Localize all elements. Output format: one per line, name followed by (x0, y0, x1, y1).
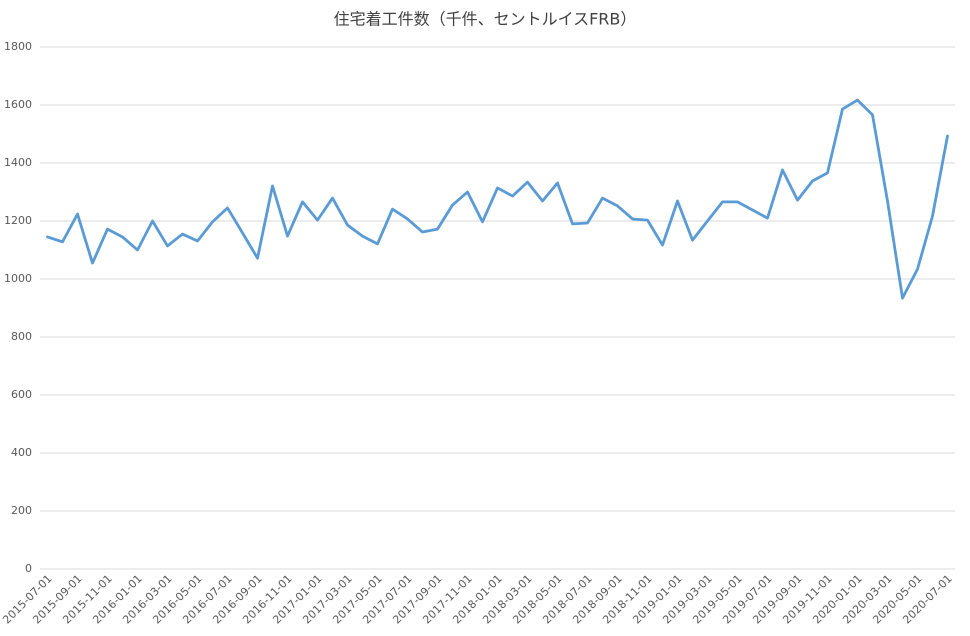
y-tick-label: 1000 (4, 272, 32, 285)
y-tick-label: 1400 (4, 156, 32, 169)
y-tick-label: 1200 (4, 214, 32, 227)
y-tick-label: 1600 (4, 98, 32, 111)
y-tick-label: 600 (11, 388, 32, 401)
y-tick-label: 200 (11, 504, 32, 517)
data-line (46, 98, 949, 300)
chart-title: 住宅着工件数（千件、セントルイスFRB） (334, 10, 637, 29)
y-tick-label: 400 (11, 446, 32, 459)
y-tick-label: 1800 (4, 40, 32, 53)
y-tick-label: 0 (25, 562, 32, 575)
y-tick-label: 800 (11, 330, 32, 343)
